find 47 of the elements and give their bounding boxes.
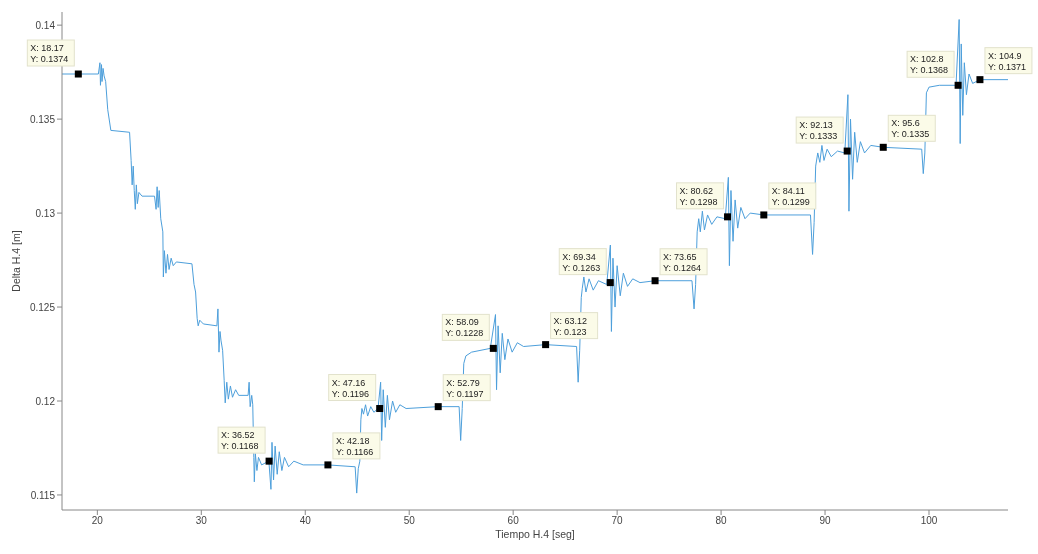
point <box>324 461 332 469</box>
x-tick-label: 20 <box>91 515 104 527</box>
point <box>489 344 497 352</box>
annotation: X: 104.9 Y: 0.1371 <box>987 50 1026 72</box>
y-tick-label: 0.13 <box>35 207 56 219</box>
annotation: X: 42.18 Y: 0.1166 <box>335 435 374 457</box>
annotation: X: 80.62 Y: 0.1298 <box>679 185 718 207</box>
point <box>434 403 442 411</box>
annotation: X: 58.09 Y: 0.1228 <box>445 317 484 339</box>
annotation: X: 52.79 Y: 0.1197 <box>446 377 484 399</box>
x-tick-label: 60 <box>507 515 520 527</box>
x-tick-label: 90 <box>819 515 832 527</box>
point <box>651 277 659 285</box>
x-tick-label: 30 <box>195 515 208 527</box>
annotation: X: 92.13 Y: 0.1333 <box>799 120 838 142</box>
x-tick-label: 80 <box>715 515 728 527</box>
x-tick-label: 100 <box>920 515 938 527</box>
annotation: X: 69.34 Y: 0.1263 <box>562 251 601 273</box>
point <box>976 76 984 84</box>
x-tick-label: 40 <box>299 515 312 527</box>
point <box>74 70 82 78</box>
y-tick-label: 0.125 <box>29 301 56 313</box>
annotation: X: 102.8 Y: 0.1368 <box>910 54 949 76</box>
point <box>879 143 887 151</box>
annotation: X: 95.6 Y: 0.1335 <box>891 118 930 140</box>
x-axis-title: Tiempo H.4 [seg] <box>495 528 575 540</box>
point <box>954 81 962 89</box>
x-tick-label: 50 <box>403 515 416 527</box>
annotation: X: 63.12 Y: 0.123 <box>553 315 588 337</box>
annotation: X: 84.11 Y: 0.1299 <box>771 185 810 207</box>
y-tick-label: 0.12 <box>35 395 56 407</box>
point <box>376 405 384 413</box>
point <box>606 279 614 287</box>
x-tick-label: 70 <box>611 515 624 527</box>
point <box>760 211 768 219</box>
annotation: X: 36.52 Y: 0.1168 <box>221 430 259 452</box>
annotation: X: 73.65 Y: 0.1264 <box>663 251 702 273</box>
point <box>265 457 273 465</box>
y-tick-label: 0.14 <box>35 19 56 31</box>
point <box>724 213 732 221</box>
point <box>843 147 851 155</box>
y-axis-title: Delta H.4 [m] <box>9 230 22 292</box>
point <box>542 341 550 349</box>
y-tick-label: 0.135 <box>29 113 56 125</box>
y-tick-label: 0.115 <box>30 489 56 501</box>
annotation: X: 47.16 Y: 0.1196 <box>331 377 370 399</box>
annotation: X: 18.17 Y: 0.1374 <box>30 43 69 65</box>
